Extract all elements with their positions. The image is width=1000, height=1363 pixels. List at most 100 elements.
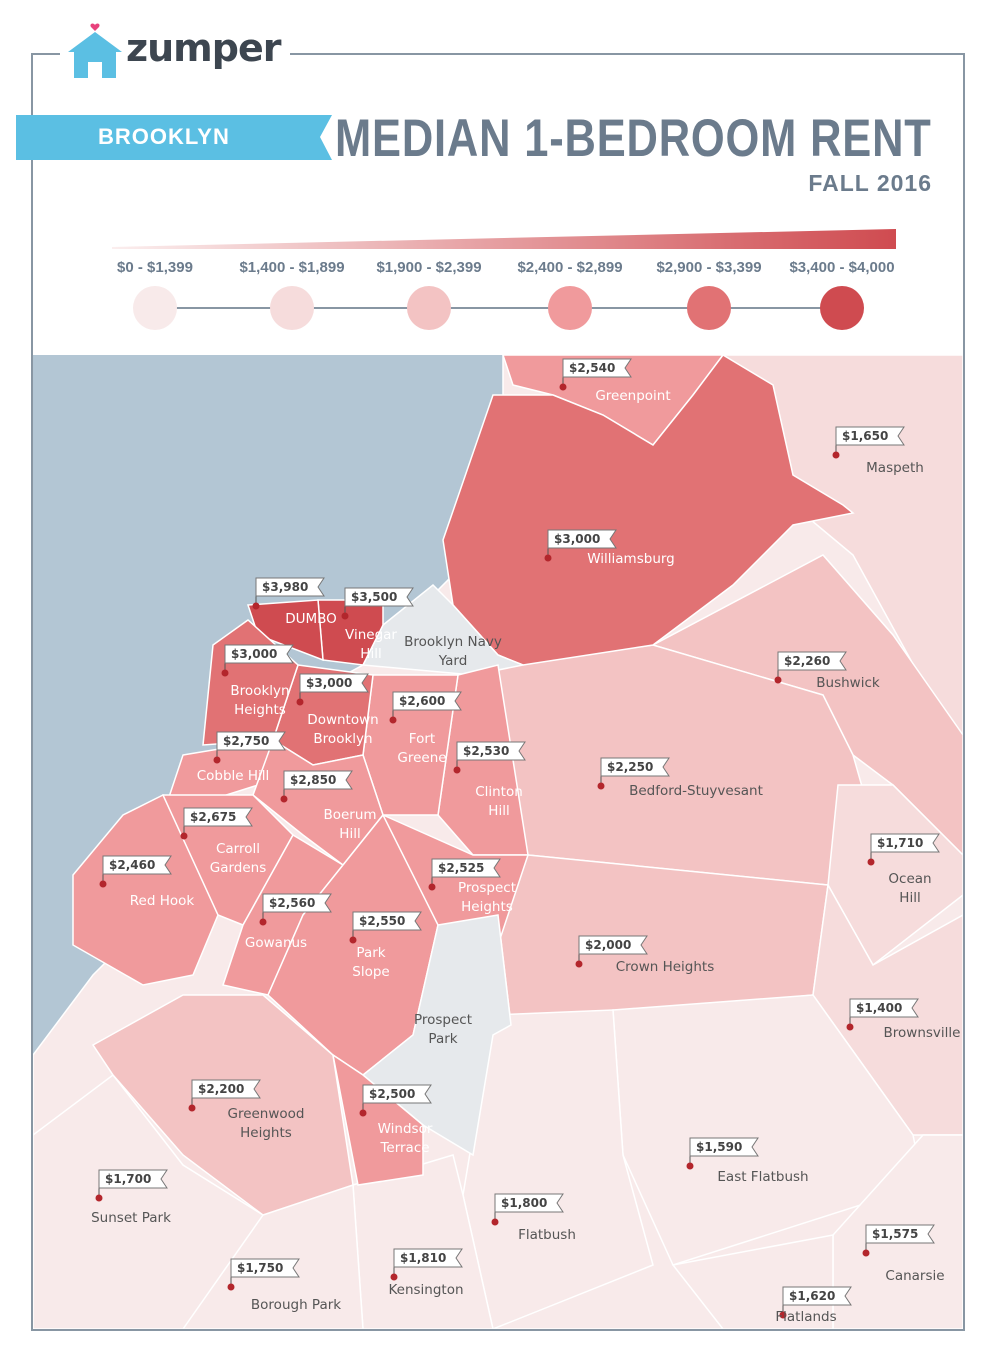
region-red-hook <box>72 793 219 986</box>
rent-value-east-flatbush: $1,590 <box>696 1140 742 1154</box>
pin-flag-windsor-terrace <box>362 1084 432 1104</box>
rent-value-greenwood-heights: $2,200 <box>198 1082 244 1096</box>
legend-label-1: $0 - $1,399 <box>117 259 193 276</box>
rent-value-borough-park: $1,750 <box>237 1261 283 1275</box>
rent-value-gowanus: $2,560 <box>269 896 315 910</box>
legend-dot-5 <box>687 286 731 330</box>
pin-flag-dumbo <box>255 577 325 597</box>
pin-dot-park-slope <box>349 936 357 944</box>
pin-flag-flatbush <box>494 1193 564 1213</box>
pin-flag-greenwood-heights <box>191 1079 261 1099</box>
neighborhood-labels: Greenpoint Maspeth Williamsburg DUMBO Vinega… <box>91 388 960 1325</box>
neighborhood-name-greenpoint: Greenpoint <box>595 388 670 404</box>
pin-flag-park-slope <box>352 911 422 931</box>
pin-flag-boerum-hill <box>283 770 353 790</box>
pin-dot-cobble-hill <box>213 756 221 764</box>
neighborhood-name-crown-heights: Crown Heights <box>616 959 715 975</box>
pin-flag-gowanus <box>262 893 332 913</box>
neighborhood-name-red-hook: Red Hook <box>130 893 195 909</box>
rent-value-boerum-hill: $2,850 <box>290 773 336 787</box>
page-subtitle: FALL 2016 <box>808 170 932 196</box>
neighborhood-name-canarsie: Canarsie <box>885 1268 944 1284</box>
borough-ribbon <box>16 115 332 160</box>
pin-dot-prospect-heights <box>428 883 436 891</box>
pin-flag-greenpoint <box>562 358 632 378</box>
borough-label: BROOKLYN <box>98 124 230 149</box>
rent-value-prospect-heights: $2,525 <box>438 861 484 875</box>
legend-dot-2 <box>270 286 314 330</box>
pin-dot-flatbush <box>491 1218 499 1226</box>
pin-flag-red-hook <box>102 855 172 875</box>
rent-value-park-slope: $2,550 <box>359 914 405 928</box>
pin-dot-ocean-hill <box>867 858 875 866</box>
region-navy-yard <box>361 583 526 676</box>
legend-connector <box>155 307 843 309</box>
pin-flag-borough-park <box>230 1258 300 1278</box>
rent-value-williamsburg: $3,000 <box>554 532 600 546</box>
neighborhood-name-dumbo: DUMBO <box>285 611 337 627</box>
legend-dot-3 <box>407 286 451 330</box>
pin-flag-carroll-gardens <box>183 807 253 827</box>
pin-dot-crown-heights <box>575 960 583 968</box>
pin-dot-carroll-gardens <box>180 832 188 840</box>
pin-flag-bed-stuy <box>600 757 670 777</box>
rent-value-carroll-gardens: $2,675 <box>190 810 236 824</box>
rent-value-ocean-hill: $1,710 <box>877 836 923 850</box>
map-svg: $2,540 $1,650 $3,000 $3,980 $3,500 $3,000 $3,0… <box>33 355 963 1329</box>
pin-flag-downtown-brooklyn <box>299 673 369 693</box>
neighborhood-name-sunset-park: Sunset Park <box>91 1210 171 1226</box>
landmark-name-prospect-park: Prospect Park <box>414 1012 472 1047</box>
pin-flag-flatlands <box>782 1286 852 1306</box>
pin-dot-greenpoint <box>559 383 567 391</box>
pin-dot-downtown-brooklyn <box>296 698 304 706</box>
neighborhood-name-flatlands: Flatlands <box>775 1309 836 1325</box>
neighborhood-name-bed-stuy: Bedford-Stuyvesant <box>629 783 763 799</box>
pin-dot-sunset-park <box>95 1194 103 1202</box>
neighborhood-name-brooklyn-heights: Brooklyn Heights <box>230 683 289 718</box>
pin-dot-red-hook <box>99 880 107 888</box>
pin-flag-bushwick <box>777 651 847 671</box>
neighborhood-name-windsor-terrace: Windsor Terrace <box>378 1121 433 1156</box>
rent-value-sunset-park: $1,700 <box>105 1172 151 1186</box>
rent-value-maspeth: $1,650 <box>842 429 888 443</box>
pin-dot-boerum-hill <box>280 795 288 803</box>
neighborhood-name-williamsburg: Williamsburg <box>587 551 675 567</box>
pin-dot-maspeth <box>832 451 840 459</box>
rent-value-bushwick: $2,260 <box>784 654 830 668</box>
region-greenwood-heights <box>91 994 354 1216</box>
brand-name: zumper <box>126 26 281 70</box>
neighborhood-name-brownsville: Brownsville <box>884 1025 961 1041</box>
legend-label-2: $1,400 - $1,899 <box>239 259 345 276</box>
legend-dot-4 <box>548 286 592 330</box>
neighborhood-name-east-flatbush: East Flatbush <box>717 1169 808 1185</box>
pin-dot-williamsburg <box>544 554 552 562</box>
neighborhood-name-gowanus: Gowanus <box>245 935 307 951</box>
rent-value-red-hook: $2,460 <box>109 858 155 872</box>
rent-value-downtown-brooklyn: $3,000 <box>306 676 352 690</box>
legend-label-6: $3,400 - $4,000 <box>789 259 895 276</box>
rent-value-fort-greene: $2,600 <box>399 694 445 708</box>
neighborhood-name-borough-park: Borough Park <box>251 1297 341 1313</box>
rent-value-greenpoint: $2,540 <box>569 361 615 375</box>
legend-dot-1 <box>133 286 177 330</box>
pin-dot-flatlands <box>779 1311 787 1319</box>
pin-dot-bushwick <box>774 676 782 684</box>
pin-flag-canarsie <box>865 1224 935 1244</box>
pin-flag-east-flatbush <box>689 1137 759 1157</box>
neighborhood-name-prospect-heights: Prospect Heights <box>458 880 516 915</box>
rent-value-flatlands: $1,620 <box>789 1289 835 1303</box>
neighborhood-name-vinegar-hill: Vinegar Hill <box>345 627 397 662</box>
neighborhood-name-boerum-hill: Boerum Hill <box>323 807 376 842</box>
rent-value-canarsie: $1,575 <box>872 1227 918 1241</box>
pin-dot-fort-greene <box>389 716 397 724</box>
pin-flag-williamsburg <box>547 529 617 549</box>
pin-dot-canarsie <box>862 1249 870 1257</box>
rent-value-flatbush: $1,800 <box>501 1196 547 1210</box>
legend-gradient-bar <box>112 229 896 249</box>
pin-dot-brooklyn-heights <box>221 669 229 677</box>
rent-value-dumbo: $3,980 <box>262 580 308 594</box>
map-frame <box>31 53 965 1331</box>
pin-dot-clinton-hill <box>453 766 461 774</box>
page-title: MEDIAN 1-BEDROOM RENT <box>335 109 932 168</box>
neighborhood-name-carroll-gardens: Carroll Gardens <box>210 841 267 876</box>
